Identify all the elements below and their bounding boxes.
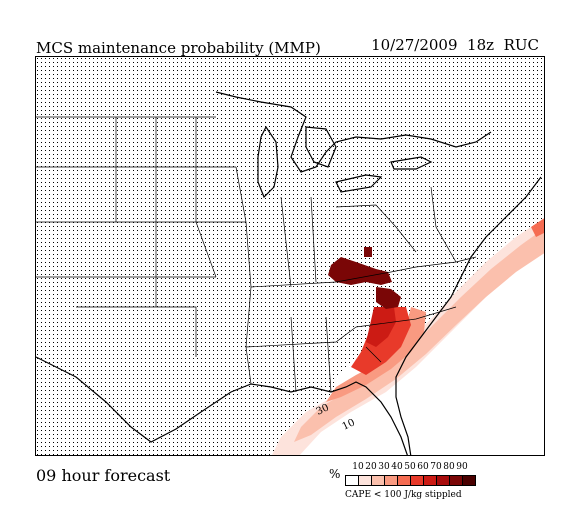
legend-swatch <box>449 475 463 486</box>
map-panel: 30 10 <box>35 56 545 456</box>
probability-40 <box>326 307 426 402</box>
us-coastline <box>36 356 408 455</box>
stipple-note: CAPE < 100 J/kg stippled <box>345 490 462 500</box>
legend-swatch <box>462 475 476 486</box>
legend-swatch <box>345 475 359 486</box>
contour-label-10: 10 <box>341 417 357 432</box>
lake-huron <box>305 126 337 168</box>
great-lakes-outline <box>215 91 492 173</box>
legend-tick: 40 <box>391 462 403 472</box>
legend-swatch <box>423 475 437 486</box>
legend-tick: 90 <box>456 462 468 472</box>
map-svg: 30 10 <box>36 57 544 455</box>
probability-90-kentucky <box>328 257 392 285</box>
legend-tick: 50 <box>404 462 416 472</box>
state-borders <box>36 116 477 393</box>
legend-unit: % <box>329 467 341 481</box>
legend-tick: 20 <box>365 462 377 472</box>
legend-swatch <box>384 475 398 486</box>
run-info: 10/27/2009 18z RUC <box>371 36 539 54</box>
probability-80 <box>366 307 396 347</box>
legend-tick: 80 <box>443 462 455 472</box>
lake-michigan <box>257 125 279 199</box>
legend-swatch <box>358 475 372 486</box>
lake-ontario <box>390 156 433 170</box>
legend-swatch <box>410 475 424 486</box>
legend-tick: 30 <box>378 462 390 472</box>
legend-swatch <box>436 475 450 486</box>
color-legend <box>345 475 476 486</box>
forecast-label: 09 hour forecast <box>36 466 171 485</box>
map-boundaries <box>36 91 542 455</box>
map-title: MCS maintenance probability (MMP) <box>36 39 321 57</box>
legend-tick: 10 <box>352 462 364 472</box>
legend-swatch <box>371 475 385 486</box>
legend-tick: 70 <box>430 462 442 472</box>
lake-erie <box>335 174 383 193</box>
probability-30 <box>531 218 544 237</box>
contour-label-30: 30 <box>315 402 331 417</box>
probability-90-small <box>364 247 372 257</box>
legend-ticks: 10 20 30 40 50 60 70 80 90 <box>345 462 545 474</box>
legend-tick: 60 <box>417 462 429 472</box>
legend-swatch <box>397 475 411 486</box>
probability-90-carolina <box>376 287 401 309</box>
florida-east-coast <box>395 176 542 455</box>
